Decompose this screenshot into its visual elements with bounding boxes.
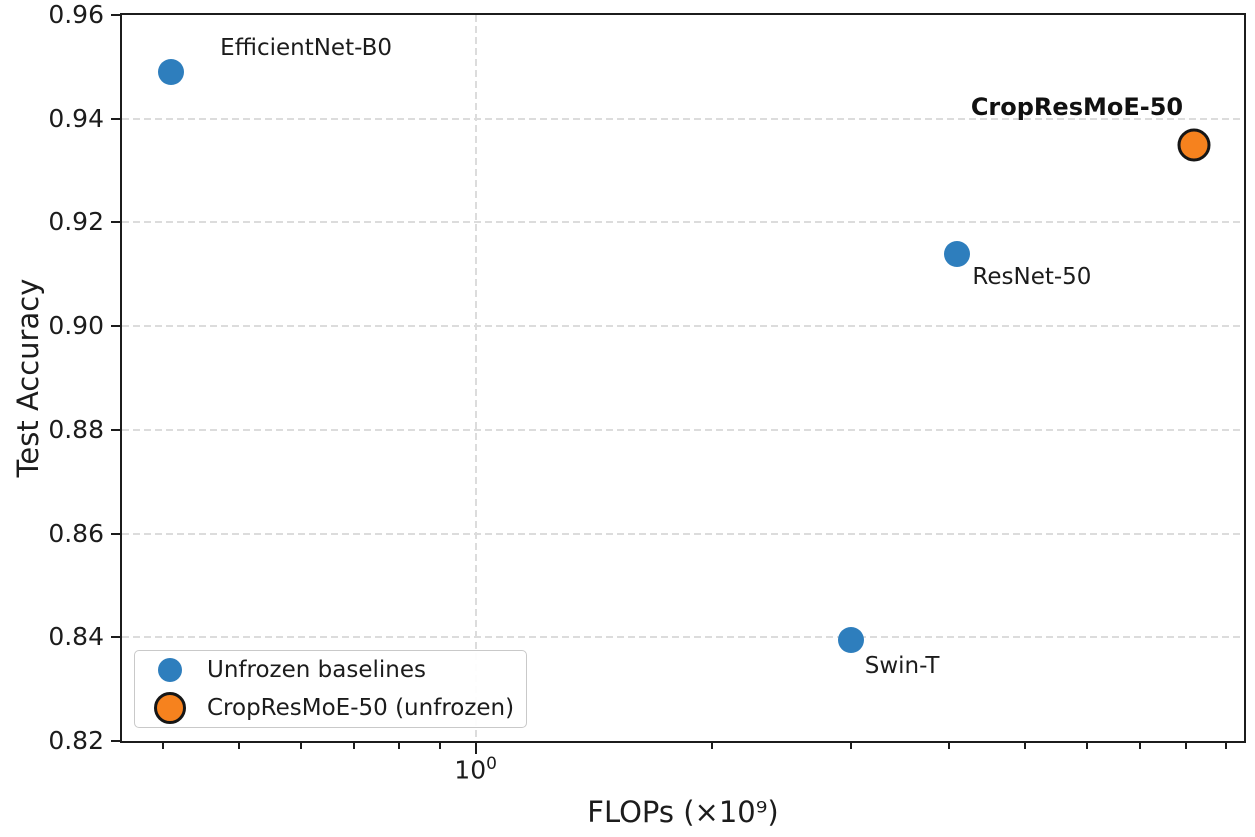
legend-label: CropResMoE-50 (unfrozen) [207, 695, 515, 721]
y-tick [111, 532, 120, 535]
h-gridline [122, 221, 1244, 224]
h-gridline [122, 532, 1244, 535]
y-tick-label: 0.86 [48, 518, 104, 548]
y-tick [111, 221, 120, 224]
x-minor-tick [398, 743, 401, 749]
x-minor-tick [438, 743, 441, 749]
y-tick-label: 0.90 [48, 311, 104, 341]
y-tick-label: 0.82 [48, 725, 104, 755]
plot-area [120, 13, 1246, 743]
scatter-point-swin-t [837, 626, 864, 653]
y-tick-label: 0.96 [48, 0, 104, 29]
legend: Unfrozen baselines CropResMoE-50 (unfroze… [134, 650, 527, 728]
x-minor-tick [1224, 743, 1227, 749]
scatter-point-cropresmoe-50 [1177, 128, 1211, 162]
x-minor-tick [711, 743, 714, 749]
x-tick-label: 100 [454, 754, 497, 785]
h-gridline [122, 325, 1244, 328]
y-tick [111, 14, 120, 16]
x-major-tick [474, 743, 477, 754]
x-minor-tick [300, 743, 303, 749]
scatter-point-resnet-50 [944, 240, 971, 267]
x-axis-title: FLOPs (×10⁹) [587, 795, 779, 829]
legend-item-unfrozen-baselines: Unfrozen baselines [135, 651, 526, 689]
legend-marker-cell [149, 658, 191, 682]
x-minor-tick [1184, 743, 1187, 749]
h-gridline [122, 636, 1244, 639]
h-gridline [122, 428, 1244, 431]
x-minor-tick [352, 743, 355, 749]
y-tick-label: 0.94 [48, 103, 104, 133]
x-minor-tick [849, 743, 852, 749]
y-tick [111, 428, 120, 431]
legend-marker-cell [149, 692, 191, 724]
y-tick-label: 0.84 [48, 622, 104, 652]
y-tick [111, 636, 120, 639]
x-minor-tick [947, 743, 950, 749]
legend-label: Unfrozen baselines [207, 657, 426, 683]
x-minor-tick [1024, 743, 1027, 749]
point-label-efficientnet-b0: EfficientNet-B0 [220, 35, 392, 62]
y-tick-label: 0.92 [48, 207, 104, 237]
y-tick [111, 740, 120, 742]
y-tick [111, 117, 120, 120]
legend-marker-icon [158, 658, 182, 682]
legend-marker-icon [154, 692, 186, 724]
y-axis-title: Test Accuracy [11, 278, 45, 478]
scatter-point-efficientnet-b0 [158, 59, 185, 86]
x-minor-tick [237, 743, 240, 749]
y-tick [111, 325, 120, 328]
v-gridline [474, 15, 477, 741]
point-label-resnet-50: ResNet-50 [972, 263, 1092, 290]
x-minor-tick [1139, 743, 1142, 749]
y-tick-label: 0.88 [48, 414, 104, 444]
x-minor-tick [161, 743, 164, 749]
point-label-swin-t: Swin-T [864, 652, 940, 679]
legend-item-cropresmoe-50-unfrozen: CropResMoE-50 (unfrozen) [135, 689, 526, 727]
x-minor-tick [1086, 743, 1089, 749]
point-label-cropresmoe-50: CropResMoE-50 [970, 92, 1184, 121]
h-gridline [122, 117, 1244, 120]
